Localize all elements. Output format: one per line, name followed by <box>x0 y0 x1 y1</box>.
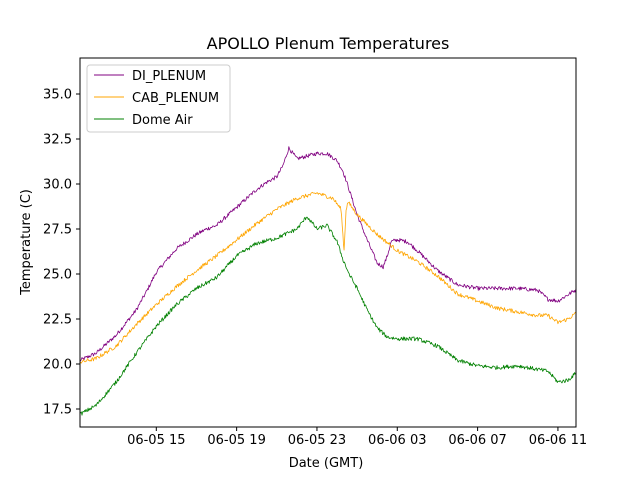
plot-frame <box>79 57 577 428</box>
y-tick-label: 35.0 <box>43 88 72 103</box>
x-axis: 06-05 15 06-05 19 06-05 23 06-06 03 06-06 07… <box>127 427 587 448</box>
x-tick-label: 06-05 23 <box>288 433 346 448</box>
legend-label-dome-air: Dome Air <box>132 113 193 128</box>
x-tick-label: 06-06 07 <box>448 433 506 448</box>
legend-label-di-plenum: DI_PLENUM <box>132 69 206 84</box>
legend-box <box>86 64 231 133</box>
y-tick-label: 20.0 <box>43 358 72 373</box>
x-tick-label: 06-05 15 <box>127 433 185 448</box>
plot-lines <box>80 146 576 416</box>
x-axis-label: Date (GMT) <box>289 456 364 471</box>
series-line-cab-plenum <box>80 191 576 365</box>
y-tick-label: 22.5 <box>43 313 72 328</box>
y-tick-label: 27.5 <box>43 223 72 238</box>
y-axis: 17.5 20.0 22.5 25.0 27.5 30.0 32.5 35.0 <box>43 88 80 418</box>
x-tick-label: 06-06 11 <box>529 433 587 448</box>
y-axis-label: Temperature (C) <box>19 189 34 296</box>
x-tick-label: 06-06 03 <box>368 433 426 448</box>
x-tick-label: 06-05 19 <box>207 433 265 448</box>
y-tick-label: 32.5 <box>43 133 72 148</box>
series-line-di-plenum <box>80 146 576 362</box>
legend-label-cab-plenum: CAB_PLENUM <box>132 91 219 106</box>
y-tick-label: 17.5 <box>43 403 72 418</box>
y-tick-label: 30.0 <box>43 178 72 193</box>
series-line-dome-air <box>80 216 576 416</box>
chart-title: APOLLO Plenum Temperatures <box>207 34 450 53</box>
y-tick-label: 25.0 <box>43 268 72 283</box>
legend: DI_PLENUM CAB_PLENUM Dome Air <box>86 64 231 133</box>
